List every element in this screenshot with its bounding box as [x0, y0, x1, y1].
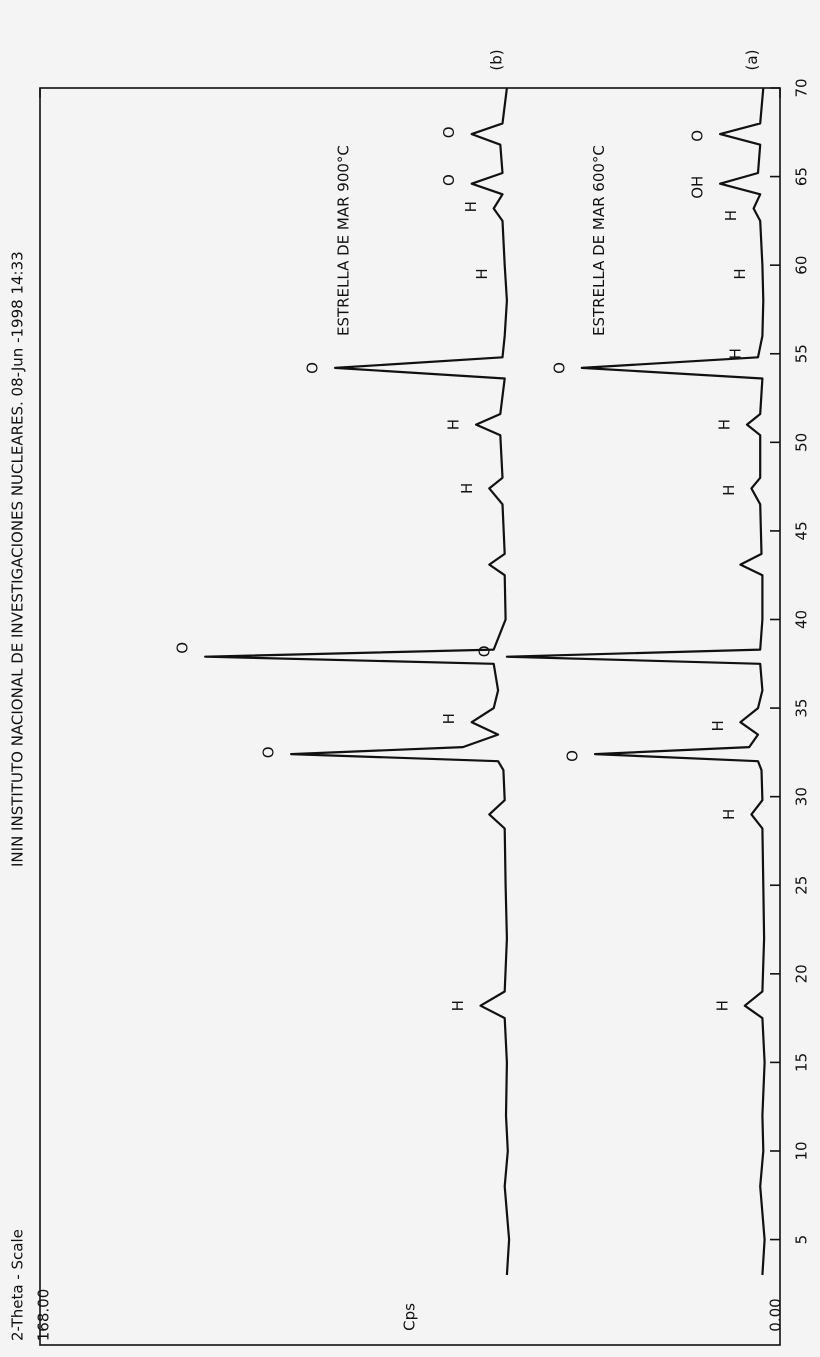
x-tick-label: 40: [793, 610, 811, 629]
peak-label: O: [689, 130, 707, 142]
peak-label: O: [550, 362, 568, 374]
peak-label: O: [564, 750, 582, 762]
peak-label: H: [731, 268, 749, 279]
peak-label: H: [722, 210, 740, 221]
x-tick-label: 45: [793, 521, 811, 540]
x-tick-label: 35: [793, 699, 811, 718]
peak-label: H: [720, 485, 738, 496]
y-tick-label: 168.00: [35, 1289, 53, 1342]
xrd-line: [204, 87, 511, 1276]
series-name: (b): [488, 49, 506, 70]
sample-label: ESTRELLA DE MAR 900°C: [335, 145, 353, 336]
peak-label: H: [445, 419, 463, 430]
chart-title: ININ INSTITUTO NACIONAL DE INVESTIGACION…: [9, 251, 27, 867]
peak-label: O: [440, 174, 458, 186]
x-tick-label: 55: [793, 344, 811, 363]
x-tick-label: 15: [793, 1053, 811, 1072]
peak-label: H: [473, 268, 491, 279]
y-axis-label: Cps: [401, 1303, 419, 1331]
y-tick-label: 0.00: [767, 1298, 785, 1331]
series-name: (a): [743, 50, 761, 71]
rotated-plot: ININ INSTITUTO NACIONAL DE INVESTIGACION…: [9, 49, 811, 1346]
x-axis-label: 2-Theta - Scale: [9, 1229, 27, 1341]
peak-label: H: [715, 419, 733, 430]
peak-label: O: [260, 746, 278, 758]
peak-label: H: [449, 1000, 467, 1011]
x-tick-label: 20: [793, 964, 811, 983]
peak-label: H: [709, 720, 727, 731]
peak-label: H: [440, 713, 458, 724]
x-tick-label: 70: [793, 78, 811, 97]
peak-label: O: [440, 126, 458, 138]
peak-label: H: [462, 201, 480, 212]
x-tick-label: 65: [793, 167, 811, 186]
peak-label: O: [475, 645, 493, 657]
plot-frame: [39, 87, 781, 1346]
peak-label: O: [304, 362, 322, 374]
x-tick-label: 60: [793, 256, 811, 275]
peak-label: H: [720, 809, 738, 820]
peak-label: H: [713, 1000, 731, 1011]
x-tick-label: 50: [793, 433, 811, 452]
peak-label: H: [726, 348, 744, 359]
x-tick-label: 5: [793, 1235, 811, 1245]
sample-label: ESTRELLA DE MAR 600°C: [590, 145, 608, 336]
peak-label: O: [174, 642, 192, 654]
peak-label: OH: [689, 176, 707, 199]
x-tick-label: 25: [793, 876, 811, 895]
xrd-line: [505, 87, 766, 1276]
x-tick-label: 10: [793, 1141, 811, 1160]
x-tick-label: 30: [793, 787, 811, 806]
peak-label: H: [458, 483, 476, 494]
